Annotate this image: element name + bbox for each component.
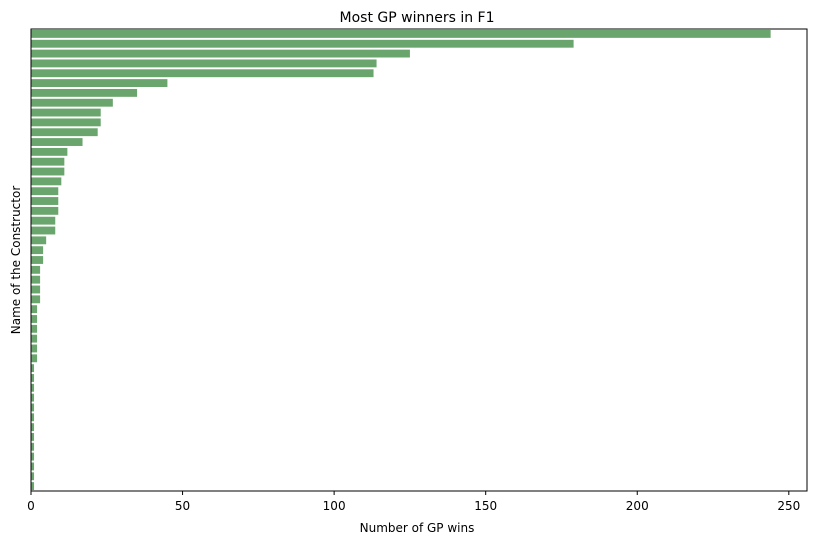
x-tick-label: 150 [474, 499, 497, 513]
bar [31, 393, 35, 402]
bar [31, 305, 38, 314]
bar [31, 275, 41, 284]
bar [31, 128, 98, 137]
bar [31, 374, 35, 382]
bar [31, 315, 38, 323]
bar [31, 423, 35, 432]
bar [31, 433, 35, 441]
bar [31, 177, 62, 186]
bar [31, 256, 44, 264]
bar [31, 482, 35, 491]
bar [31, 413, 35, 422]
bar [31, 29, 771, 38]
bar [31, 324, 38, 333]
bar [31, 138, 83, 146]
bar [31, 39, 574, 48]
bar [31, 236, 47, 245]
bar [31, 442, 35, 451]
x-tick-label: 100 [323, 499, 346, 513]
bar [31, 167, 65, 176]
bar [31, 472, 35, 481]
bar [31, 334, 38, 343]
bar [31, 295, 41, 304]
bar [31, 383, 35, 392]
bar [31, 285, 41, 294]
bar [31, 147, 68, 156]
bar [31, 216, 56, 225]
bar [31, 108, 101, 117]
y-axis-label: Name of the Constructor [9, 186, 23, 335]
x-tick-label: 200 [626, 499, 649, 513]
bar [31, 88, 138, 97]
bar [31, 206, 59, 215]
bars [31, 29, 771, 491]
bar [31, 69, 374, 78]
bar [31, 364, 35, 373]
bar [31, 79, 168, 87]
bar [31, 403, 35, 412]
bar [31, 157, 65, 166]
bar [31, 187, 59, 196]
x-axis-ticks: 0 50 100 150 200 250 [27, 491, 800, 513]
bar [31, 452, 35, 461]
bar [31, 246, 44, 255]
x-tick-label: 250 [777, 499, 800, 513]
x-axis-label: Number of GP wins [360, 521, 475, 535]
plot-frame [30, 28, 808, 492]
x-tick-label: 50 [175, 499, 190, 513]
bar [31, 462, 35, 471]
bar [31, 118, 101, 127]
bar [31, 59, 377, 68]
chart-title: Most GP winners in F1 [340, 10, 495, 26]
bar [31, 98, 113, 107]
bar [31, 226, 56, 235]
bar [31, 197, 59, 205]
bar [31, 344, 38, 353]
x-tick-label: 0 [27, 499, 35, 513]
bar [31, 354, 38, 363]
bar [31, 265, 41, 274]
bar [31, 49, 410, 58]
